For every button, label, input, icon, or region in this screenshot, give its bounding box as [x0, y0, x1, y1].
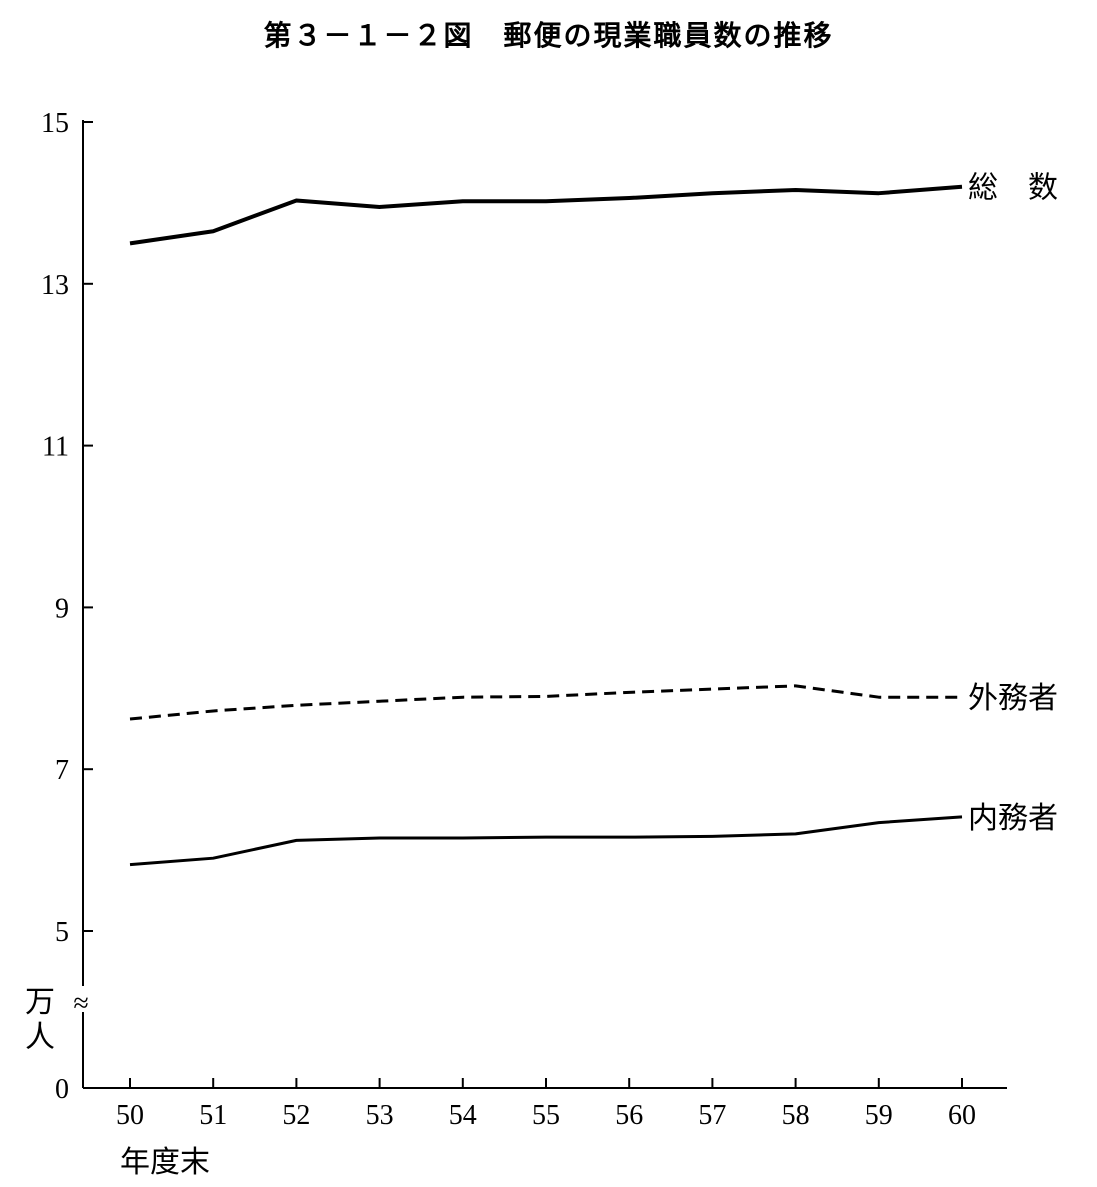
- chart-title: 第３－１－２図 郵便の現業職員数の推移: [263, 19, 834, 52]
- y-tick-label: 0: [55, 1074, 69, 1105]
- x-tick-label: 59: [865, 1100, 893, 1131]
- y-axis-unit-label: 万: [25, 985, 55, 1020]
- y-tick-label: 9: [55, 593, 69, 624]
- series-line-内務者: [129, 815, 963, 867]
- series-label: 内務者: [968, 801, 1058, 836]
- series-label: 外務者: [968, 681, 1058, 716]
- x-tick-label: 51: [199, 1100, 227, 1131]
- y-tick-label: 11: [42, 432, 69, 463]
- x-tick-label: 58: [782, 1100, 810, 1131]
- x-tick-label: 50: [116, 1100, 144, 1131]
- x-tick-label: 56: [615, 1100, 643, 1131]
- y-tick-label: 13: [41, 270, 69, 301]
- y-tick-label: 15: [41, 108, 69, 139]
- series-label: 総 数: [968, 171, 1058, 206]
- axes: ≈: [73, 120, 1007, 1089]
- x-tick-label: 55: [532, 1100, 560, 1131]
- x-tick-label: 52: [282, 1100, 310, 1131]
- x-tick-label: 54: [449, 1100, 477, 1131]
- axis-break-mark: ≈: [73, 988, 88, 1019]
- x-axis-label: 年度末: [120, 1145, 210, 1180]
- x-tick-label: 53: [366, 1100, 394, 1131]
- y-tick-label: 5: [55, 917, 69, 948]
- series-line-外務者: [129, 684, 962, 721]
- x-tick-label: 57: [698, 1100, 726, 1131]
- series-line-総数: [129, 184, 963, 246]
- y-tick-label: 7: [55, 755, 69, 786]
- series-lines: [129, 184, 963, 867]
- y-axis-unit-label: 人: [25, 1020, 55, 1055]
- x-tick-label: 60: [948, 1100, 976, 1131]
